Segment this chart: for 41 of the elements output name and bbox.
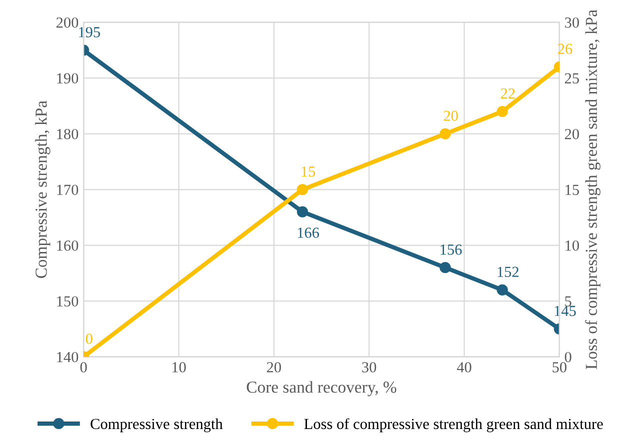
y2-tick-label: 20: [564, 128, 579, 140]
y-tick-label: 160: [57, 240, 78, 251]
legend-label: Compressive strength: [90, 418, 223, 432]
data-label: 26: [558, 44, 572, 54]
point: [440, 128, 451, 140]
y-tick-label: 200: [56, 17, 78, 28]
y-axis-title: Compressive strength, kPa: [35, 100, 50, 278]
x-axis-title: Core sand recovery, %: [246, 381, 396, 396]
y2-tick-label: 30: [565, 17, 579, 28]
point: [296, 206, 308, 218]
y-tick-label: 170: [57, 184, 78, 195]
data-label: 195: [79, 27, 100, 38]
data-label: 166: [298, 228, 320, 238]
point: [496, 106, 508, 118]
data-label: 156: [440, 244, 462, 255]
data-label: 152: [498, 266, 518, 278]
y2-tick-label: 10: [566, 240, 579, 251]
x-tick-label: 50: [552, 362, 566, 372]
legend-label: Loss of compressive strength green sand mixture: [304, 418, 603, 432]
x-tick-label: 0: [80, 362, 87, 372]
x-tick-label: 40: [456, 362, 472, 372]
y-tick-label: 190: [57, 73, 78, 84]
y2-tick-label: 5: [565, 296, 572, 306]
data-label: 0: [86, 334, 92, 344]
y2-tick-label: 25: [564, 73, 579, 84]
data-label: 145: [554, 306, 576, 316]
point: [440, 262, 451, 274]
x-tick-label: 30: [362, 362, 376, 372]
y2-tick-label: 15: [566, 184, 579, 195]
x-tick-label: 20: [266, 362, 281, 372]
point: [296, 184, 308, 196]
y-tick-label: 140: [57, 352, 78, 362]
data-label: 22: [500, 88, 515, 99]
x-tick-label: 10: [172, 362, 186, 372]
y-tick-label: 180: [57, 128, 78, 140]
data-label: 15: [302, 166, 316, 177]
point: [496, 284, 508, 296]
y2-tick-label: 0: [564, 352, 572, 362]
y-tick-label: 150: [57, 296, 78, 306]
y2-axis-title: Loss of compressive strength green sand mixture, kPa: [585, 10, 600, 370]
data-label: 20: [444, 110, 458, 121]
